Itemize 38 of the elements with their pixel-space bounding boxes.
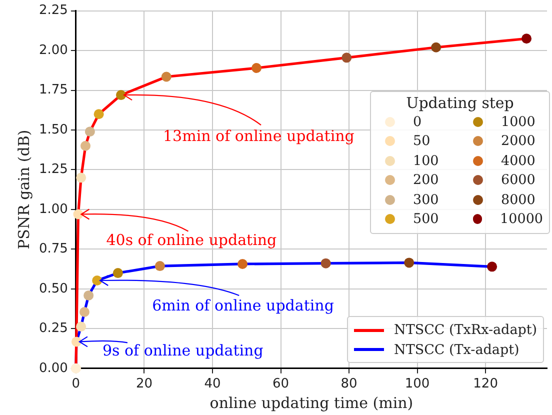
- x-tick-label: 40: [204, 376, 221, 392]
- y-tick-label: 1.00: [38, 202, 68, 217]
- legend-label: 1000: [501, 114, 536, 130]
- x-tick-label: 100: [404, 376, 430, 392]
- legend-label: NTSCC (Tx-adapt): [394, 342, 520, 358]
- y-tick-label: 1.50: [38, 122, 68, 138]
- x-tick-label: 60: [272, 376, 290, 392]
- y-tick-label: 1.75: [38, 82, 68, 98]
- legend-label: NTSCC (TxRx-adapt): [394, 322, 538, 338]
- legend-label: 100: [413, 152, 439, 169]
- x-tick-label: 80: [340, 376, 358, 392]
- legend-label: 300: [413, 192, 439, 208]
- annotation: 13min of online updating: [163, 126, 355, 145]
- y-tick-label: 2.25: [38, 3, 68, 18]
- legend-label: 2000: [501, 133, 536, 150]
- y-tick-label: 0.75: [38, 242, 68, 257]
- y-tick-label: 0.00: [38, 360, 68, 376]
- legend-label: 6000: [501, 172, 536, 188]
- legend-label: 10000: [500, 211, 543, 228]
- y-tick-label: 0.50: [38, 281, 68, 296]
- y-tick-label: 1.25: [38, 162, 68, 178]
- legend-label: 50: [413, 133, 430, 150]
- annotation: 40s of online updating: [106, 231, 278, 250]
- annotation: 9s of online updating: [102, 342, 264, 360]
- y-tick-label: 0.25: [38, 321, 68, 336]
- x-axis-title: online updating time (min): [210, 394, 414, 412]
- legend-label: 500: [413, 211, 439, 228]
- legend-title: Updating step: [405, 94, 515, 112]
- legend-label: 8000: [501, 192, 536, 208]
- annotation: 6min of online updating: [152, 296, 334, 314]
- x-tick-label: 120: [473, 376, 498, 392]
- y-axis-title: PSNR gain (dB): [14, 130, 33, 250]
- legend-label: 200: [413, 172, 439, 188]
- y-tick-label: 2.00: [38, 42, 68, 58]
- legend-label: 0: [413, 114, 422, 130]
- x-tick-label: 0: [72, 376, 80, 392]
- x-tick-label: 20: [136, 376, 152, 392]
- legend-label: 4000: [501, 152, 536, 169]
